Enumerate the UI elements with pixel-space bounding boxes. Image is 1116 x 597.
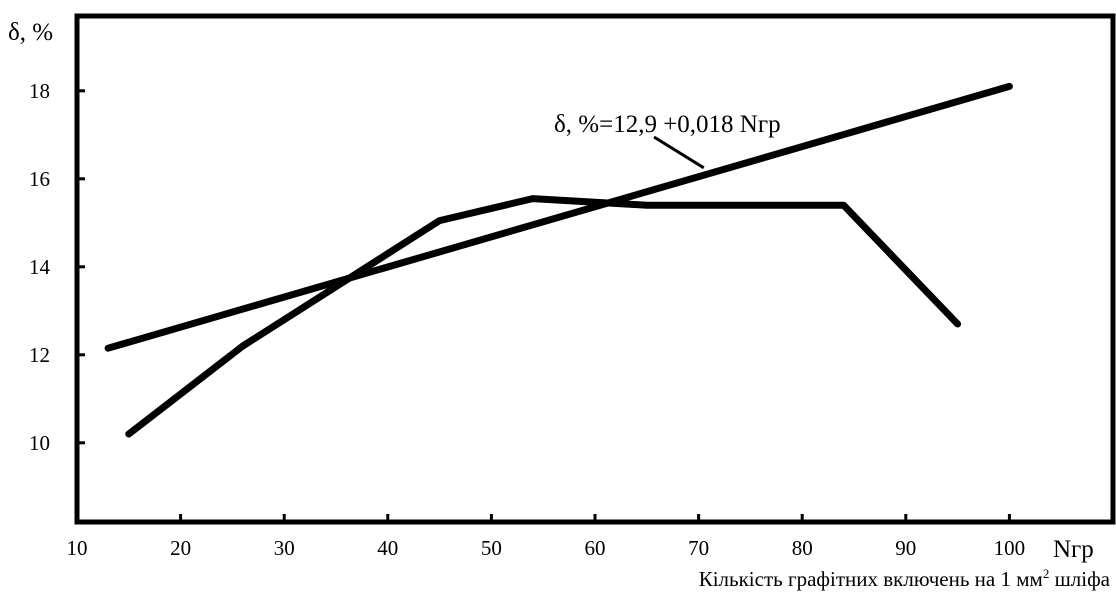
equation-label: δ, %=12,9 +0,018 Nгр <box>554 111 781 138</box>
y-axis-label: δ, % <box>8 19 53 46</box>
x-tick-label: 50 <box>481 536 502 560</box>
y-tick-label: 14 <box>29 255 51 279</box>
x-axis-title-tail: шліфа <box>1049 567 1110 591</box>
x-tick-label: 20 <box>170 536 191 560</box>
x-tick-label: 30 <box>274 536 295 560</box>
x-axis-title-superscript: 2 <box>1042 566 1050 581</box>
x-tick-label: 10 <box>67 536 88 560</box>
x-tick-label: 70 <box>688 536 709 560</box>
x-axis-symbol: Nгр <box>1053 536 1094 563</box>
y-tick-label: 16 <box>29 167 50 191</box>
y-tick-label: 10 <box>29 431 50 455</box>
y-tick-label: 18 <box>29 79 50 103</box>
equation-leader-line <box>653 135 705 170</box>
x-axis-title-main: Кількість графітних включень на 1 мм <box>698 567 1043 591</box>
plot-frame <box>74 13 1116 525</box>
x-tick-label: 90 <box>895 536 916 560</box>
x-tick-label: 100 <box>994 536 1026 560</box>
x-axis-title: Кількість графітних включень на 1 мм2 шл… <box>699 566 1110 592</box>
series-line-1 <box>125 195 962 438</box>
x-tick-label: 40 <box>377 536 398 560</box>
x-tick-label: 60 <box>585 536 606 560</box>
x-tick-label: 80 <box>792 536 813 560</box>
series-line-2 <box>104 82 1013 352</box>
y-tick-label: 12 <box>29 343 50 367</box>
